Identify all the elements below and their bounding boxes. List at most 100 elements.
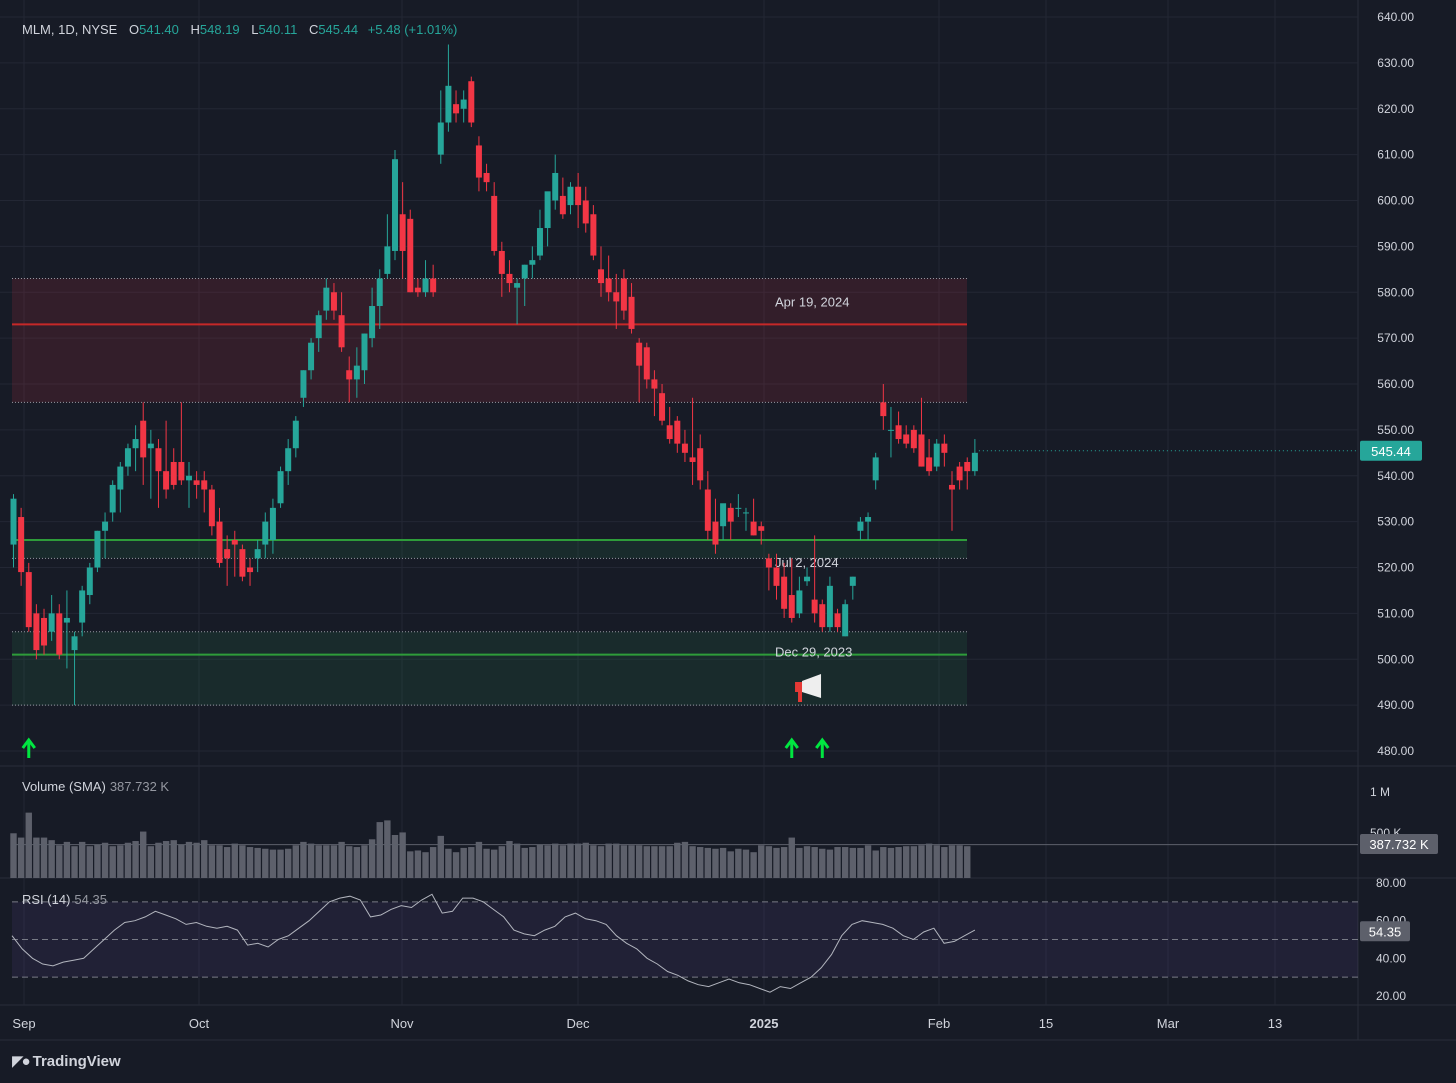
volume-bar <box>284 848 292 878</box>
close-label: C <box>308 22 319 37</box>
rsi-tick-label: 80.00 <box>1376 876 1406 890</box>
candle-body <box>79 590 86 623</box>
candle-body <box>346 370 353 380</box>
symbol-label[interactable]: MLM, 1D, NYSE <box>22 22 118 37</box>
candlestick-series[interactable] <box>10 44 978 706</box>
up-arrow-icon <box>815 737 830 758</box>
megaphone-grip <box>798 692 803 702</box>
candle-body <box>605 278 612 293</box>
volume-bar <box>773 847 780 878</box>
volume-bar <box>506 841 513 878</box>
candle-body <box>887 429 894 431</box>
volume-bar <box>71 846 78 878</box>
candle-body <box>811 599 818 614</box>
volume-bar <box>613 843 620 878</box>
volume-bar <box>162 841 170 878</box>
legend-header: MLM, 1D, NYSE O541.40 H548.19 L540.11 C5… <box>22 22 457 37</box>
rsi-value: 54.35 <box>74 892 107 907</box>
candle-body <box>964 461 971 472</box>
candle-body <box>185 475 192 481</box>
rsi-tick-label: 20.00 <box>1376 989 1406 1003</box>
volume-bar <box>948 845 956 878</box>
candle-body <box>468 81 475 123</box>
up-arrow-icon <box>784 737 799 758</box>
time-tick-label: 2025 <box>750 1016 779 1031</box>
price-tick-label: 610.00 <box>1377 148 1414 162</box>
candle-body <box>369 306 376 339</box>
candle-body <box>170 461 177 485</box>
volume-bar <box>887 847 895 878</box>
candle-body <box>834 613 841 628</box>
volume-bar <box>712 848 719 878</box>
volume-bar <box>750 852 757 878</box>
tradingview-label: TradingView <box>32 1052 121 1070</box>
candle-body <box>193 480 200 485</box>
volume-bar <box>40 837 48 878</box>
volume-bar <box>86 846 93 878</box>
candle-body <box>918 434 925 467</box>
volume-bar <box>941 847 948 878</box>
volume-bar <box>10 833 17 878</box>
time-tick-label: Sep <box>12 1016 35 1031</box>
candle-body <box>178 461 185 481</box>
candle-body <box>926 457 933 472</box>
volume-bar <box>33 837 40 878</box>
volume-bar <box>483 848 490 878</box>
tradingview-logo[interactable]: ◤● TradingView <box>12 1052 121 1071</box>
volume-bar <box>956 845 963 878</box>
volume-bar <box>796 847 803 878</box>
candle-body <box>544 191 551 229</box>
zone-label: Jul 2, 2024 <box>775 555 839 570</box>
candle-body <box>48 613 55 632</box>
candle-body <box>613 292 620 302</box>
volume-bar <box>231 843 238 878</box>
volume-bar <box>475 841 483 878</box>
candle-body <box>41 617 48 646</box>
volume-bar <box>933 845 940 878</box>
candle-body <box>536 228 543 256</box>
volume-bar <box>170 840 177 878</box>
candle-body <box>514 283 521 288</box>
arrow-head <box>21 737 36 749</box>
volume-bar <box>880 847 887 878</box>
volume-bar <box>521 847 528 878</box>
candle-body <box>697 448 704 481</box>
megaphone-handle <box>795 682 804 692</box>
volume-bar <box>849 847 856 878</box>
close-value: 545.44 <box>318 22 359 37</box>
volume-legend[interactable]: Volume (SMA) 387.732 K <box>22 779 169 794</box>
time-axis[interactable]: Sep Oct Nov Dec 2025 15 Feb Mar 13 <box>12 1016 1282 1031</box>
volume-bar <box>109 846 116 878</box>
candle-body <box>750 521 757 536</box>
price-axis[interactable]: 640.00 630.00 620.00 610.00 600.00 590.00 580.… <box>978 10 1422 758</box>
time-tick-label: Dec <box>566 1016 590 1031</box>
volume-bar <box>727 851 734 878</box>
price-tick-label: 500.00 <box>1377 652 1414 666</box>
candle-body <box>208 489 215 527</box>
candle-body <box>102 521 109 531</box>
volume-bar <box>330 845 338 878</box>
candle-body <box>521 264 528 279</box>
volume-bar <box>742 849 750 878</box>
low-label: L <box>251 22 259 37</box>
volume-bar <box>674 842 681 878</box>
volume-bar <box>864 845 872 878</box>
candle-body <box>124 448 131 467</box>
volume-bar <box>254 847 261 878</box>
volume-bar <box>452 852 460 878</box>
candle-body <box>247 567 254 573</box>
candle-body <box>590 214 597 256</box>
volume-bar <box>78 841 86 878</box>
candle-body <box>720 503 727 527</box>
volume-bar <box>361 845 368 878</box>
volume-bar <box>422 852 429 878</box>
volume-bar <box>140 831 147 878</box>
volume-bar <box>841 847 849 878</box>
volume-bar <box>666 846 673 878</box>
candle-body <box>804 576 811 582</box>
rsi-legend[interactable]: RSI (14) 54.35 <box>22 892 107 907</box>
open-label: O <box>128 22 140 37</box>
candle-body <box>742 512 749 514</box>
volume-bar <box>399 832 406 878</box>
